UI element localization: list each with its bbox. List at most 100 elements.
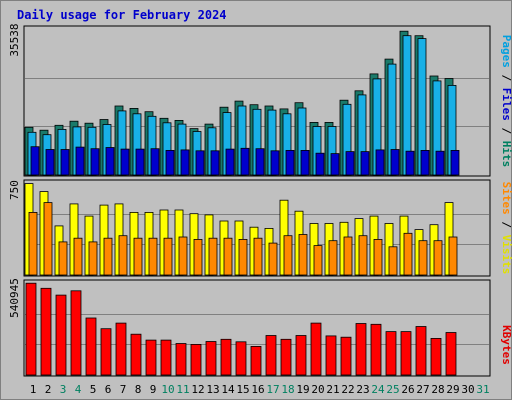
visits-side-legend: Sites / Visits: [500, 182, 512, 275]
bar-sites-22: [343, 236, 353, 276]
bar-pages-26: [405, 150, 415, 176]
side-legend-part: Hits: [500, 141, 512, 168]
x-tick-label-19: 19: [296, 383, 309, 396]
bar-kbytes-5: [85, 317, 97, 376]
side-legend-part: /: [500, 121, 512, 141]
x-tick-label-4: 4: [75, 383, 82, 396]
bars: [24, 30, 460, 376]
bar-pages-25: [390, 149, 400, 176]
x-tick-label-7: 7: [120, 383, 127, 396]
x-tick-label-28: 28: [431, 383, 444, 396]
x-tick-label-27: 27: [416, 383, 429, 396]
side-legend-part: Sites: [500, 182, 512, 215]
bar-sites-25: [388, 246, 398, 276]
bar-kbytes-22: [340, 336, 352, 376]
bar-pages-4: [75, 146, 85, 176]
x-tick-label-17: 17: [266, 383, 279, 396]
bar-sites-26: [403, 232, 413, 276]
x-tick-label-9: 9: [150, 383, 157, 396]
side-legend-part: /: [500, 215, 512, 235]
x-tick-label-5: 5: [90, 383, 97, 396]
bar-kbytes-14: [220, 338, 232, 376]
x-tick-label-2: 2: [45, 383, 52, 396]
kbytes-ymax-label: 540945: [8, 278, 21, 318]
side-legend-part: Pages: [500, 35, 512, 68]
bar-sites-24: [373, 238, 383, 276]
bar-sites-6: [103, 237, 113, 276]
bar-pages-21: [330, 153, 340, 176]
bar-kbytes-27: [415, 326, 427, 376]
bar-sites-18: [283, 235, 293, 276]
bar-sites-15: [238, 238, 248, 276]
bar-kbytes-24: [370, 323, 382, 376]
bar-kbytes-28: [430, 337, 442, 376]
bar-sites-3: [58, 241, 68, 276]
bar-sites-1: [28, 211, 38, 276]
x-tick-label-30: 30: [461, 383, 474, 396]
bar-pages-12: [195, 150, 205, 176]
bar-sites-5: [88, 241, 98, 276]
bar-pages-14: [225, 148, 235, 176]
bar-pages-7: [120, 148, 130, 176]
bar-kbytes-10: [160, 339, 172, 376]
bar-pages-18: [285, 149, 295, 176]
side-legend-part: Visits: [500, 235, 512, 275]
bar-sites-13: [208, 237, 218, 276]
bar-pages-15: [240, 147, 250, 176]
x-tick-label-12: 12: [191, 383, 204, 396]
bar-kbytes-3: [55, 294, 67, 376]
bar-sites-29: [448, 236, 458, 276]
bar-kbytes-16: [250, 345, 262, 376]
bar-pages-5: [90, 148, 100, 176]
x-tick-label-11: 11: [176, 383, 189, 396]
bar-kbytes-13: [205, 341, 217, 376]
bar-kbytes-4: [70, 290, 82, 376]
bar-sites-23: [358, 235, 368, 276]
bar-pages-24: [375, 149, 385, 176]
bar-kbytes-8: [130, 333, 142, 376]
bar-kbytes-23: [355, 323, 367, 376]
bar-pages-27: [420, 149, 430, 176]
bar-kbytes-21: [325, 335, 337, 376]
bar-kbytes-19: [295, 335, 307, 376]
bar-kbytes-25: [385, 331, 397, 376]
bar-pages-23: [360, 151, 370, 176]
bar-kbytes-20: [310, 322, 322, 376]
x-tick-label-6: 6: [105, 383, 112, 396]
x-tick-label-29: 29: [446, 383, 459, 396]
bar-sites-2: [43, 202, 53, 276]
x-tick-label-10: 10: [161, 383, 174, 396]
x-tick-label-25: 25: [386, 383, 399, 396]
bar-pages-6: [105, 147, 115, 176]
bar-pages-2: [45, 149, 55, 176]
bar-pages-8: [135, 148, 145, 176]
bar-kbytes-15: [235, 341, 247, 376]
side-legend-part: /: [500, 68, 512, 88]
x-tick-label-22: 22: [341, 383, 354, 396]
bar-pages-28: [435, 150, 445, 176]
x-tick-label-18: 18: [281, 383, 294, 396]
bar-kbytes-1: [25, 282, 37, 376]
hits-ymax-label: 35538: [8, 23, 21, 56]
bar-sites-8: [133, 237, 143, 276]
bar-sites-7: [118, 235, 128, 276]
x-tick-label-15: 15: [236, 383, 249, 396]
x-tick-label-3: 3: [60, 383, 67, 396]
bar-sites-20: [313, 245, 323, 276]
x-tick-label-26: 26: [401, 383, 414, 396]
bar-pages-16: [255, 148, 265, 176]
bar-kbytes-18: [280, 338, 292, 376]
side-legend-part: KBytes: [500, 325, 512, 365]
bar-kbytes-11: [175, 343, 187, 376]
bar-kbytes-2: [40, 287, 52, 376]
x-tick-label-31: 31: [476, 383, 489, 396]
bar-pages-29: [450, 149, 460, 176]
bar-sites-11: [178, 236, 188, 276]
visits-ymax-label: 750: [8, 180, 21, 200]
bar-pages-19: [300, 149, 310, 176]
kbytes-side-legend: KBytes: [500, 325, 512, 365]
bar-kbytes-29: [445, 332, 457, 376]
bar-kbytes-12: [190, 343, 202, 376]
bar-pages-9: [150, 148, 160, 176]
x-tick-label-1: 1: [30, 383, 37, 396]
